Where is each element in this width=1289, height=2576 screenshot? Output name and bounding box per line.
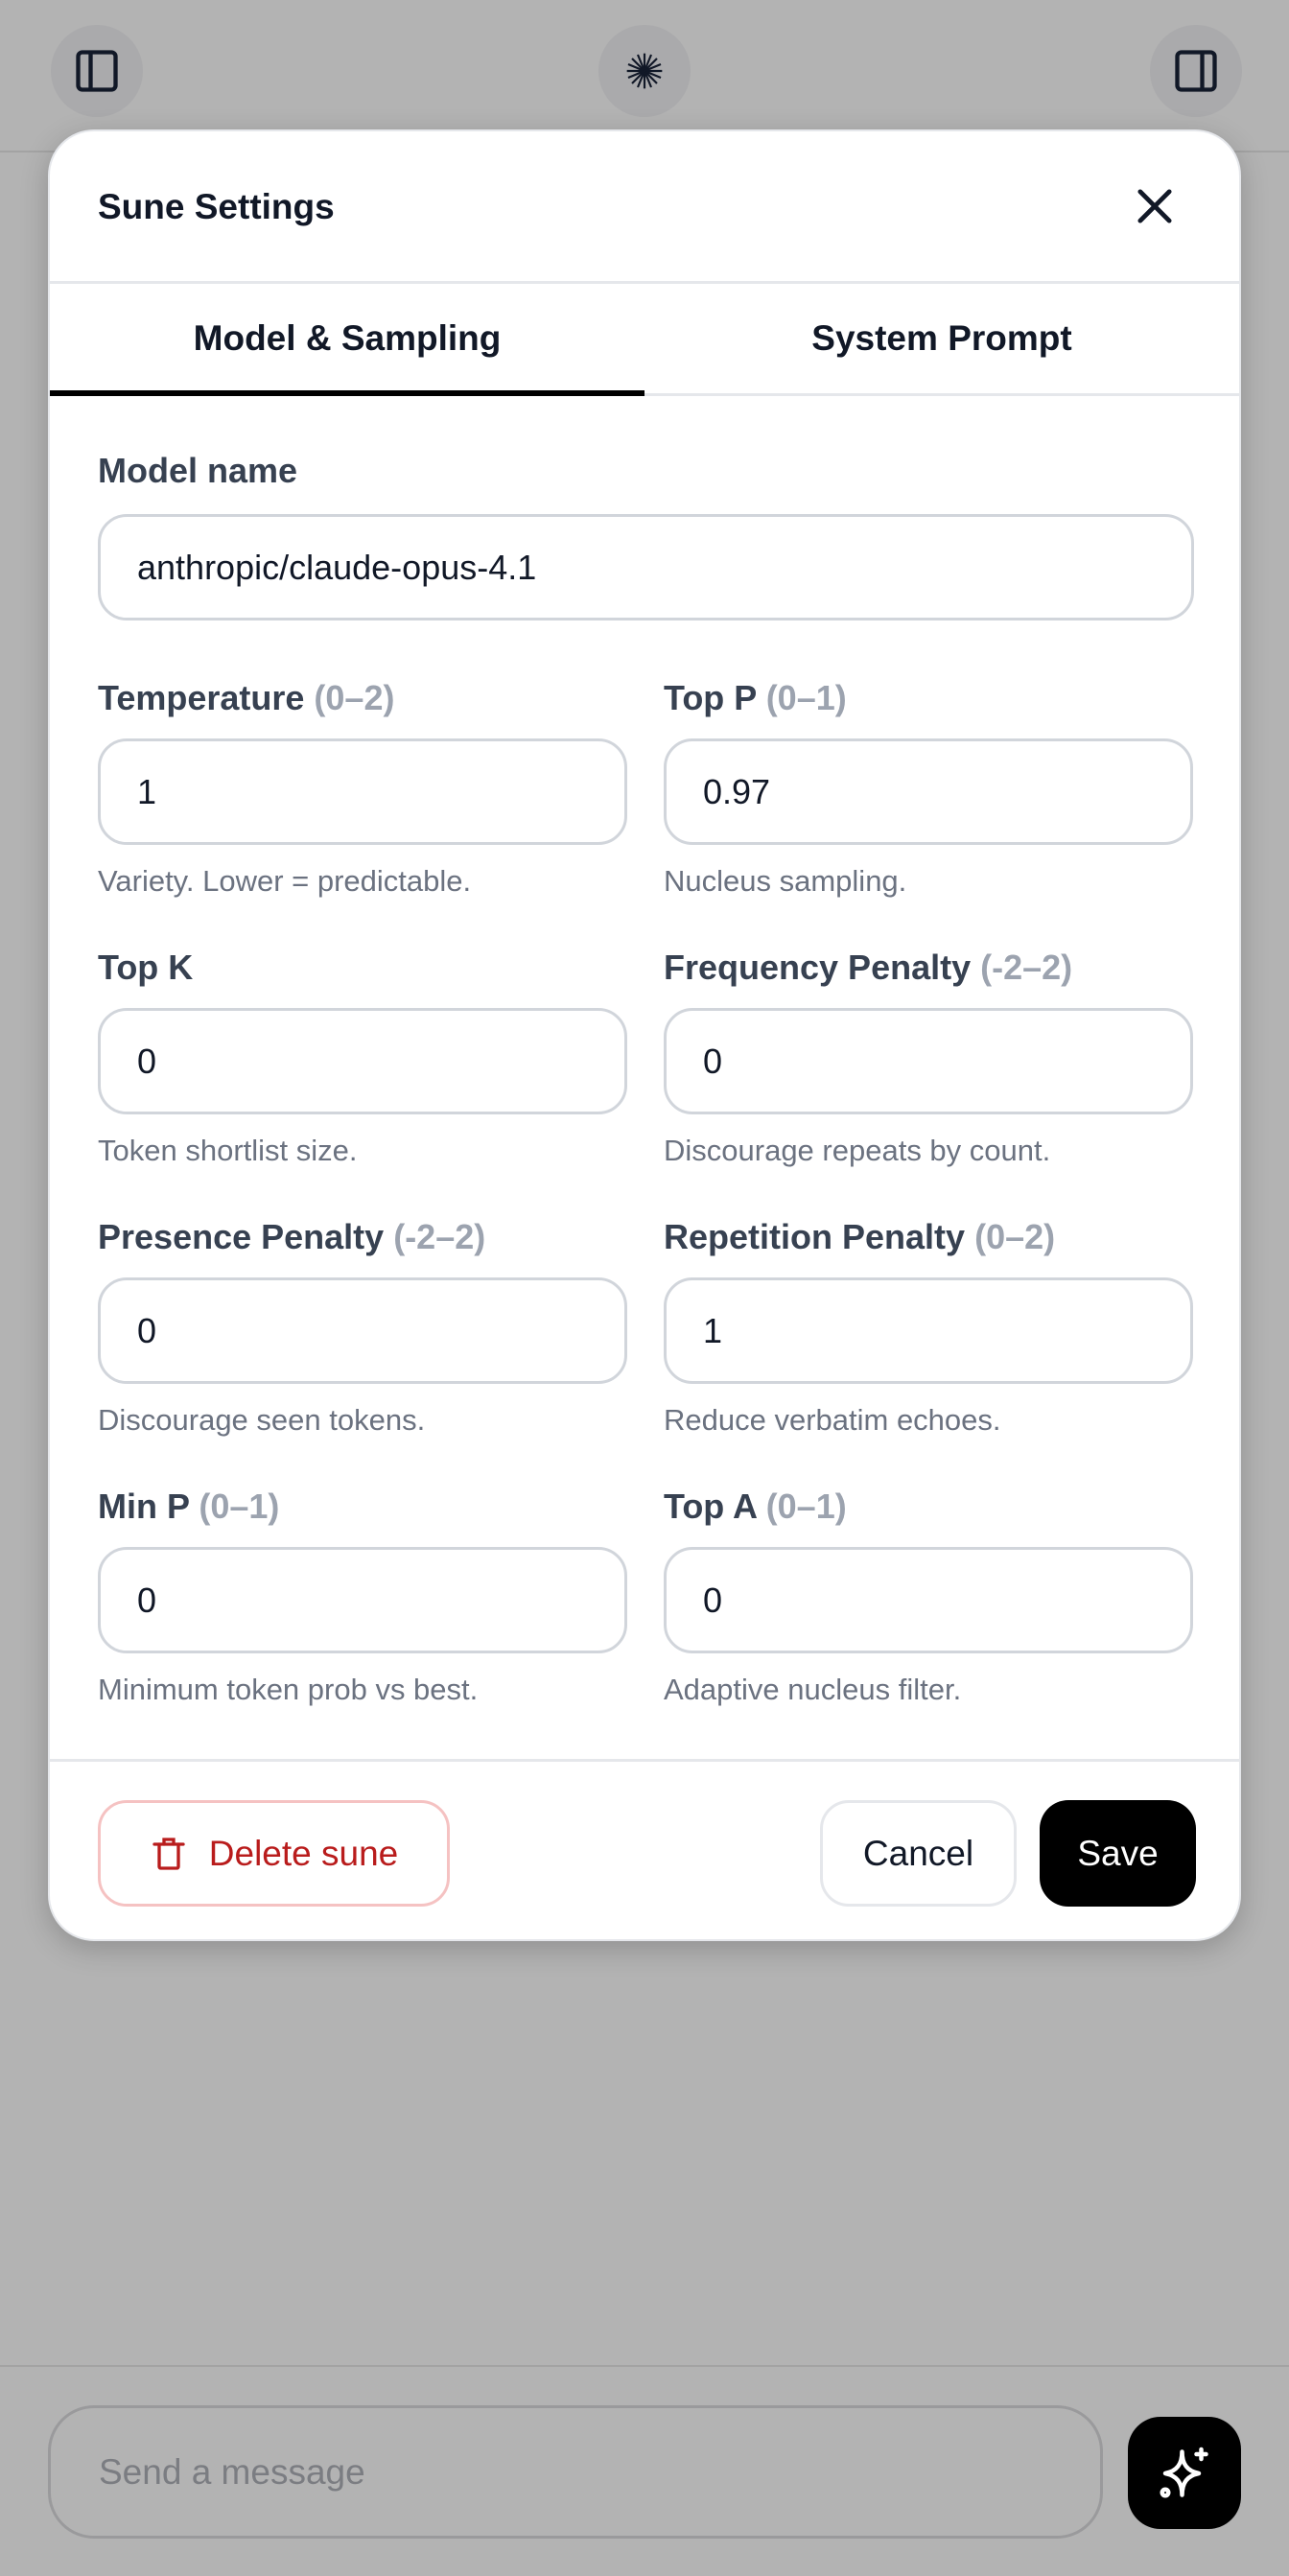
message-input[interactable]: Send a message xyxy=(48,2405,1103,2539)
frequency-penalty-input[interactable]: 0 xyxy=(664,1008,1193,1114)
repetition-penalty-hint: Reduce verbatim echoes. xyxy=(664,1403,1001,1437)
tab-model-sampling[interactable]: Model & Sampling xyxy=(50,284,644,396)
top-p-input[interactable]: 0.97 xyxy=(664,738,1193,845)
top-p-range: (0–1) xyxy=(765,678,847,717)
top-a-label: Top A (0–1) xyxy=(664,1487,847,1527)
sidebar-right-icon xyxy=(1175,50,1217,92)
repetition-penalty-label: Repetition Penalty (0–2) xyxy=(664,1217,1055,1257)
starburst-icon xyxy=(626,53,663,89)
min-p-range: (0–1) xyxy=(199,1487,280,1526)
presence-penalty-input[interactable]: 0 xyxy=(98,1277,627,1384)
model-name-input[interactable]: anthropic/claude-opus-4.1 xyxy=(98,514,1194,621)
frequency-penalty-label-text: Frequency Penalty xyxy=(664,948,972,987)
top-p-label: Top P (0–1) xyxy=(664,678,847,718)
min-p-label: Min P (0–1) xyxy=(98,1487,279,1527)
presence-penalty-label: Presence Penalty (-2–2) xyxy=(98,1217,485,1257)
top-a-hint: Adaptive nucleus filter. xyxy=(664,1673,962,1706)
repetition-penalty-label-text: Repetition Penalty xyxy=(664,1217,966,1256)
save-button[interactable]: Save xyxy=(1040,1800,1196,1907)
dialog-header: Sune Settings xyxy=(50,131,1239,284)
trash-icon xyxy=(152,1837,185,1870)
top-p-label-text: Top P xyxy=(664,678,757,717)
temperature-label-text: Temperature xyxy=(98,678,305,717)
presence-penalty-label-text: Presence Penalty xyxy=(98,1217,385,1256)
temperature-label: Temperature (0–2) xyxy=(98,678,394,718)
close-button[interactable] xyxy=(1130,181,1180,231)
send-button[interactable] xyxy=(1128,2417,1241,2529)
top-a-label-text: Top A xyxy=(664,1487,757,1526)
top-a-range: (0–1) xyxy=(765,1487,847,1526)
temperature-range: (0–2) xyxy=(314,678,395,717)
toggle-left-sidebar-button[interactable] xyxy=(51,25,143,117)
frequency-penalty-hint: Discourage repeats by count. xyxy=(664,1134,1051,1167)
toggle-right-sidebar-button[interactable] xyxy=(1150,25,1242,117)
sune-logo-button[interactable] xyxy=(598,25,691,117)
min-p-hint: Minimum token prob vs best. xyxy=(98,1673,479,1706)
dialog-title: Sune Settings xyxy=(98,187,335,226)
tab-system-prompt[interactable]: System Prompt xyxy=(811,318,1072,358)
composer: Send a message xyxy=(0,2365,1289,2576)
delete-sune-button[interactable]: Delete sune xyxy=(98,1800,450,1907)
frequency-penalty-range: (-2–2) xyxy=(980,948,1073,987)
temperature-hint: Variety. Lower = predictable. xyxy=(98,864,472,898)
presence-penalty-range: (-2–2) xyxy=(393,1217,486,1256)
top-p-hint: Nucleus sampling. xyxy=(664,864,907,898)
min-p-input[interactable]: 0 xyxy=(98,1547,627,1653)
top-bar xyxy=(0,0,1289,152)
top-a-input[interactable]: 0 xyxy=(664,1547,1193,1653)
repetition-penalty-range: (0–2) xyxy=(974,1217,1056,1256)
sparkles-icon xyxy=(1160,2447,1208,2498)
tab-bar: Model & Sampling System Prompt xyxy=(50,284,1239,396)
dialog-footer: Delete sune Cancel Save xyxy=(50,1759,1239,1939)
top-k-input[interactable]: 0 xyxy=(98,1008,627,1114)
model-name-label: Model name xyxy=(98,451,298,490)
close-icon xyxy=(1137,189,1172,223)
repetition-penalty-input[interactable]: 1 xyxy=(664,1277,1193,1384)
top-k-label-text: Top K xyxy=(98,948,194,987)
delete-sune-label: Delete sune xyxy=(208,1833,399,1873)
sidebar-left-icon xyxy=(76,50,118,92)
temperature-input[interactable]: 1 xyxy=(98,738,627,845)
presence-penalty-hint: Discourage seen tokens. xyxy=(98,1403,426,1437)
cancel-button[interactable]: Cancel xyxy=(820,1800,1017,1907)
frequency-penalty-label: Frequency Penalty (-2–2) xyxy=(664,948,1072,988)
settings-dialog: Sune Settings Model & Sampling System Pr… xyxy=(48,129,1241,1941)
top-k-hint: Token shortlist size. xyxy=(98,1134,358,1167)
top-k-label: Top K xyxy=(98,948,193,988)
min-p-label-text: Min P xyxy=(98,1487,190,1526)
